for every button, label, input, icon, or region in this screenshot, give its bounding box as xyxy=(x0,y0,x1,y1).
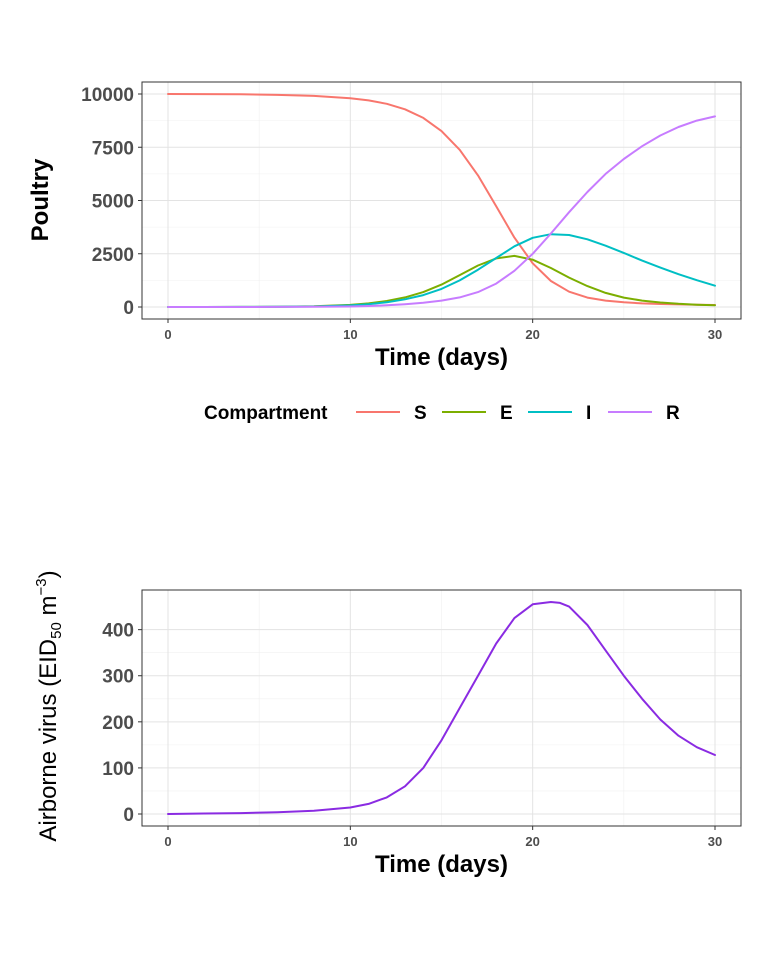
legend-item-e: E xyxy=(442,403,513,424)
y-axis-title-middle: m xyxy=(35,596,62,623)
y-axis-title-prefix: Airborne virus (EID xyxy=(35,639,62,842)
legend-item-i: I xyxy=(528,403,591,424)
legend-label: R xyxy=(666,403,680,424)
legend-label: S xyxy=(414,403,427,424)
y-tick-label: 200 xyxy=(102,713,134,734)
legend-item-s: S xyxy=(356,403,427,424)
series-line-r xyxy=(167,115,716,308)
x-tick-label: 20 xyxy=(525,327,539,342)
y-tick-label: 100 xyxy=(102,759,134,780)
y-tick-label: 300 xyxy=(102,667,134,688)
x-tick-label: 10 xyxy=(343,834,357,849)
y-tick-label: 400 xyxy=(102,621,134,642)
y-axis-title-superscript: −3 xyxy=(33,578,50,595)
y-tick-label: 2500 xyxy=(92,245,134,266)
series-line xyxy=(167,601,716,815)
plot-border xyxy=(141,589,742,827)
x-tick-label: 30 xyxy=(708,327,722,342)
x-tick-label: 30 xyxy=(708,834,722,849)
y-axis-title: Airborne virus (EID50 m−3) xyxy=(33,570,65,841)
y-tick-label: 10000 xyxy=(81,85,134,106)
y-axis-title-suffix: ) xyxy=(35,570,62,578)
x-tick-label: 0 xyxy=(164,327,171,342)
y-tick-label: 7500 xyxy=(92,138,134,159)
x-axis-title: Time (days) xyxy=(375,851,508,878)
legend-label: I xyxy=(586,403,591,424)
y-tick-label: 0 xyxy=(123,805,134,826)
x-axis-title: Time (days) xyxy=(375,344,508,371)
y-tick-label: 5000 xyxy=(92,192,134,213)
x-tick-label: 0 xyxy=(164,834,171,849)
x-tick-label: 10 xyxy=(343,327,357,342)
legend-title: Compartment xyxy=(204,403,328,424)
legend-item-r: R xyxy=(608,403,680,424)
y-tick-label: 0 xyxy=(123,298,134,319)
x-tick-label: 20 xyxy=(525,834,539,849)
compartment-legend: Compartment S E I R xyxy=(204,403,680,424)
plot-border xyxy=(141,81,742,320)
y-axis-title-subscript: 50 xyxy=(48,622,65,639)
y-axis-title: Poultry xyxy=(27,158,54,241)
poultry-chart: 0 10 20 30 0 2500 5000 7500 10000 Time (days) Poul… xyxy=(27,81,742,371)
legend-label: E xyxy=(500,403,513,424)
series-line-s xyxy=(167,93,716,306)
